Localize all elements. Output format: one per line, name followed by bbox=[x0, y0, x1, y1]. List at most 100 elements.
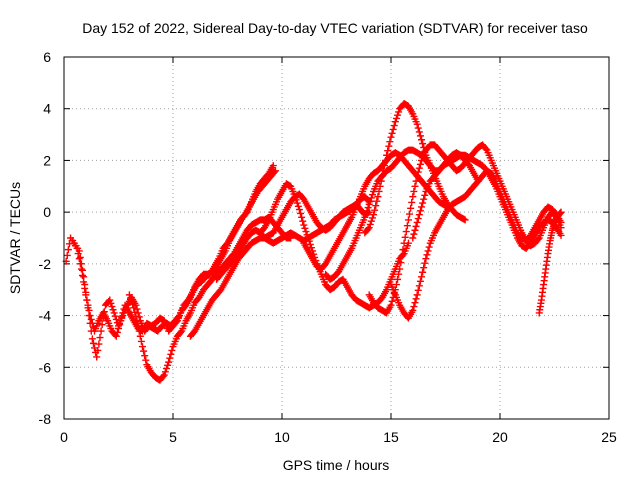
data-point bbox=[557, 208, 565, 216]
data-point bbox=[421, 259, 429, 267]
data-point bbox=[372, 202, 380, 210]
data-point bbox=[88, 335, 96, 343]
data-point bbox=[64, 246, 72, 254]
data-point bbox=[270, 168, 278, 176]
data-point bbox=[94, 346, 102, 354]
data-point bbox=[299, 217, 307, 225]
data-point bbox=[159, 372, 167, 380]
data-point bbox=[411, 182, 419, 190]
data-point bbox=[292, 196, 300, 204]
data-point bbox=[160, 371, 168, 379]
data-point bbox=[416, 207, 424, 215]
data-point bbox=[388, 297, 396, 305]
data-point bbox=[413, 218, 421, 226]
data-point bbox=[271, 167, 279, 175]
data-point bbox=[387, 133, 395, 141]
data-point bbox=[383, 151, 391, 159]
data-point bbox=[398, 252, 406, 260]
y-tick-label: -4 bbox=[39, 308, 52, 324]
data-point bbox=[167, 350, 175, 358]
data-point bbox=[126, 294, 134, 302]
data-point bbox=[402, 228, 410, 236]
data-point bbox=[366, 197, 374, 205]
data-point bbox=[162, 365, 170, 373]
data-point bbox=[419, 199, 427, 207]
data-point bbox=[390, 122, 398, 130]
data-point bbox=[125, 291, 133, 299]
data-point bbox=[85, 312, 93, 320]
data-point bbox=[84, 304, 92, 312]
data-point bbox=[363, 207, 371, 215]
data-point bbox=[305, 237, 313, 245]
data-point bbox=[414, 215, 422, 223]
data-point bbox=[108, 303, 116, 311]
x-axis-label: GPS time / hours bbox=[283, 457, 390, 473]
data-point bbox=[408, 198, 416, 206]
y-tick-label: 2 bbox=[43, 152, 51, 168]
data-point bbox=[377, 177, 385, 185]
data-point bbox=[421, 191, 429, 199]
data-point bbox=[416, 277, 424, 285]
data-point bbox=[293, 199, 301, 207]
data-point bbox=[132, 313, 140, 321]
data-point bbox=[419, 140, 427, 148]
y-tick-labels: -8 -6 -4 -2 0 2 4 6 bbox=[39, 49, 52, 427]
data-point bbox=[379, 167, 387, 175]
data-point bbox=[269, 162, 277, 170]
data-point bbox=[411, 299, 419, 307]
data-point bbox=[388, 129, 396, 137]
data-point bbox=[367, 217, 375, 225]
data-point bbox=[298, 213, 306, 221]
data-point bbox=[557, 231, 565, 239]
data-point bbox=[414, 124, 422, 132]
data-point bbox=[370, 211, 378, 219]
series-arc-13 bbox=[535, 208, 565, 317]
data-point bbox=[412, 222, 420, 230]
data-point bbox=[161, 368, 169, 376]
data-point bbox=[423, 251, 431, 259]
data-point bbox=[80, 273, 88, 281]
data-point bbox=[100, 308, 108, 316]
x-tick-label: 15 bbox=[383, 429, 399, 445]
x-tick-label: 20 bbox=[492, 429, 508, 445]
data-point bbox=[138, 343, 146, 351]
data-point bbox=[113, 328, 121, 336]
data-point bbox=[397, 259, 405, 267]
data-point bbox=[373, 197, 381, 205]
data-point bbox=[133, 317, 141, 325]
data-point bbox=[137, 337, 145, 345]
data-point bbox=[410, 230, 418, 238]
data-point bbox=[294, 202, 302, 210]
data-point bbox=[415, 282, 423, 290]
data-point bbox=[112, 332, 120, 340]
data-point bbox=[406, 210, 414, 218]
y-tick-label: -2 bbox=[39, 256, 52, 272]
data-point bbox=[164, 361, 172, 369]
data-point bbox=[135, 327, 143, 335]
data-point bbox=[418, 203, 426, 211]
data-point bbox=[368, 214, 376, 222]
chart-title: Day 152 of 2022, Sidereal Day-to-day VTE… bbox=[82, 20, 588, 36]
data-point bbox=[131, 308, 139, 316]
data-point bbox=[400, 239, 408, 247]
data-point bbox=[81, 281, 89, 289]
data-point bbox=[399, 246, 407, 254]
data-point bbox=[461, 216, 469, 224]
data-point bbox=[416, 132, 424, 140]
data-point bbox=[110, 309, 118, 317]
data-point bbox=[128, 297, 136, 305]
data-point bbox=[392, 114, 400, 122]
data-point bbox=[378, 172, 386, 180]
data-point bbox=[409, 306, 417, 314]
data-point bbox=[129, 301, 137, 309]
data-point bbox=[367, 194, 375, 202]
data-point bbox=[93, 353, 101, 361]
data-point bbox=[410, 187, 418, 195]
data-point bbox=[412, 295, 420, 303]
data-point bbox=[374, 193, 382, 201]
data-point bbox=[111, 312, 119, 320]
series-arc-6 bbox=[256, 180, 412, 312]
plot-frame bbox=[63, 56, 610, 420]
x-tick-label: 25 bbox=[601, 429, 617, 445]
y-tick-label: 0 bbox=[43, 204, 51, 220]
